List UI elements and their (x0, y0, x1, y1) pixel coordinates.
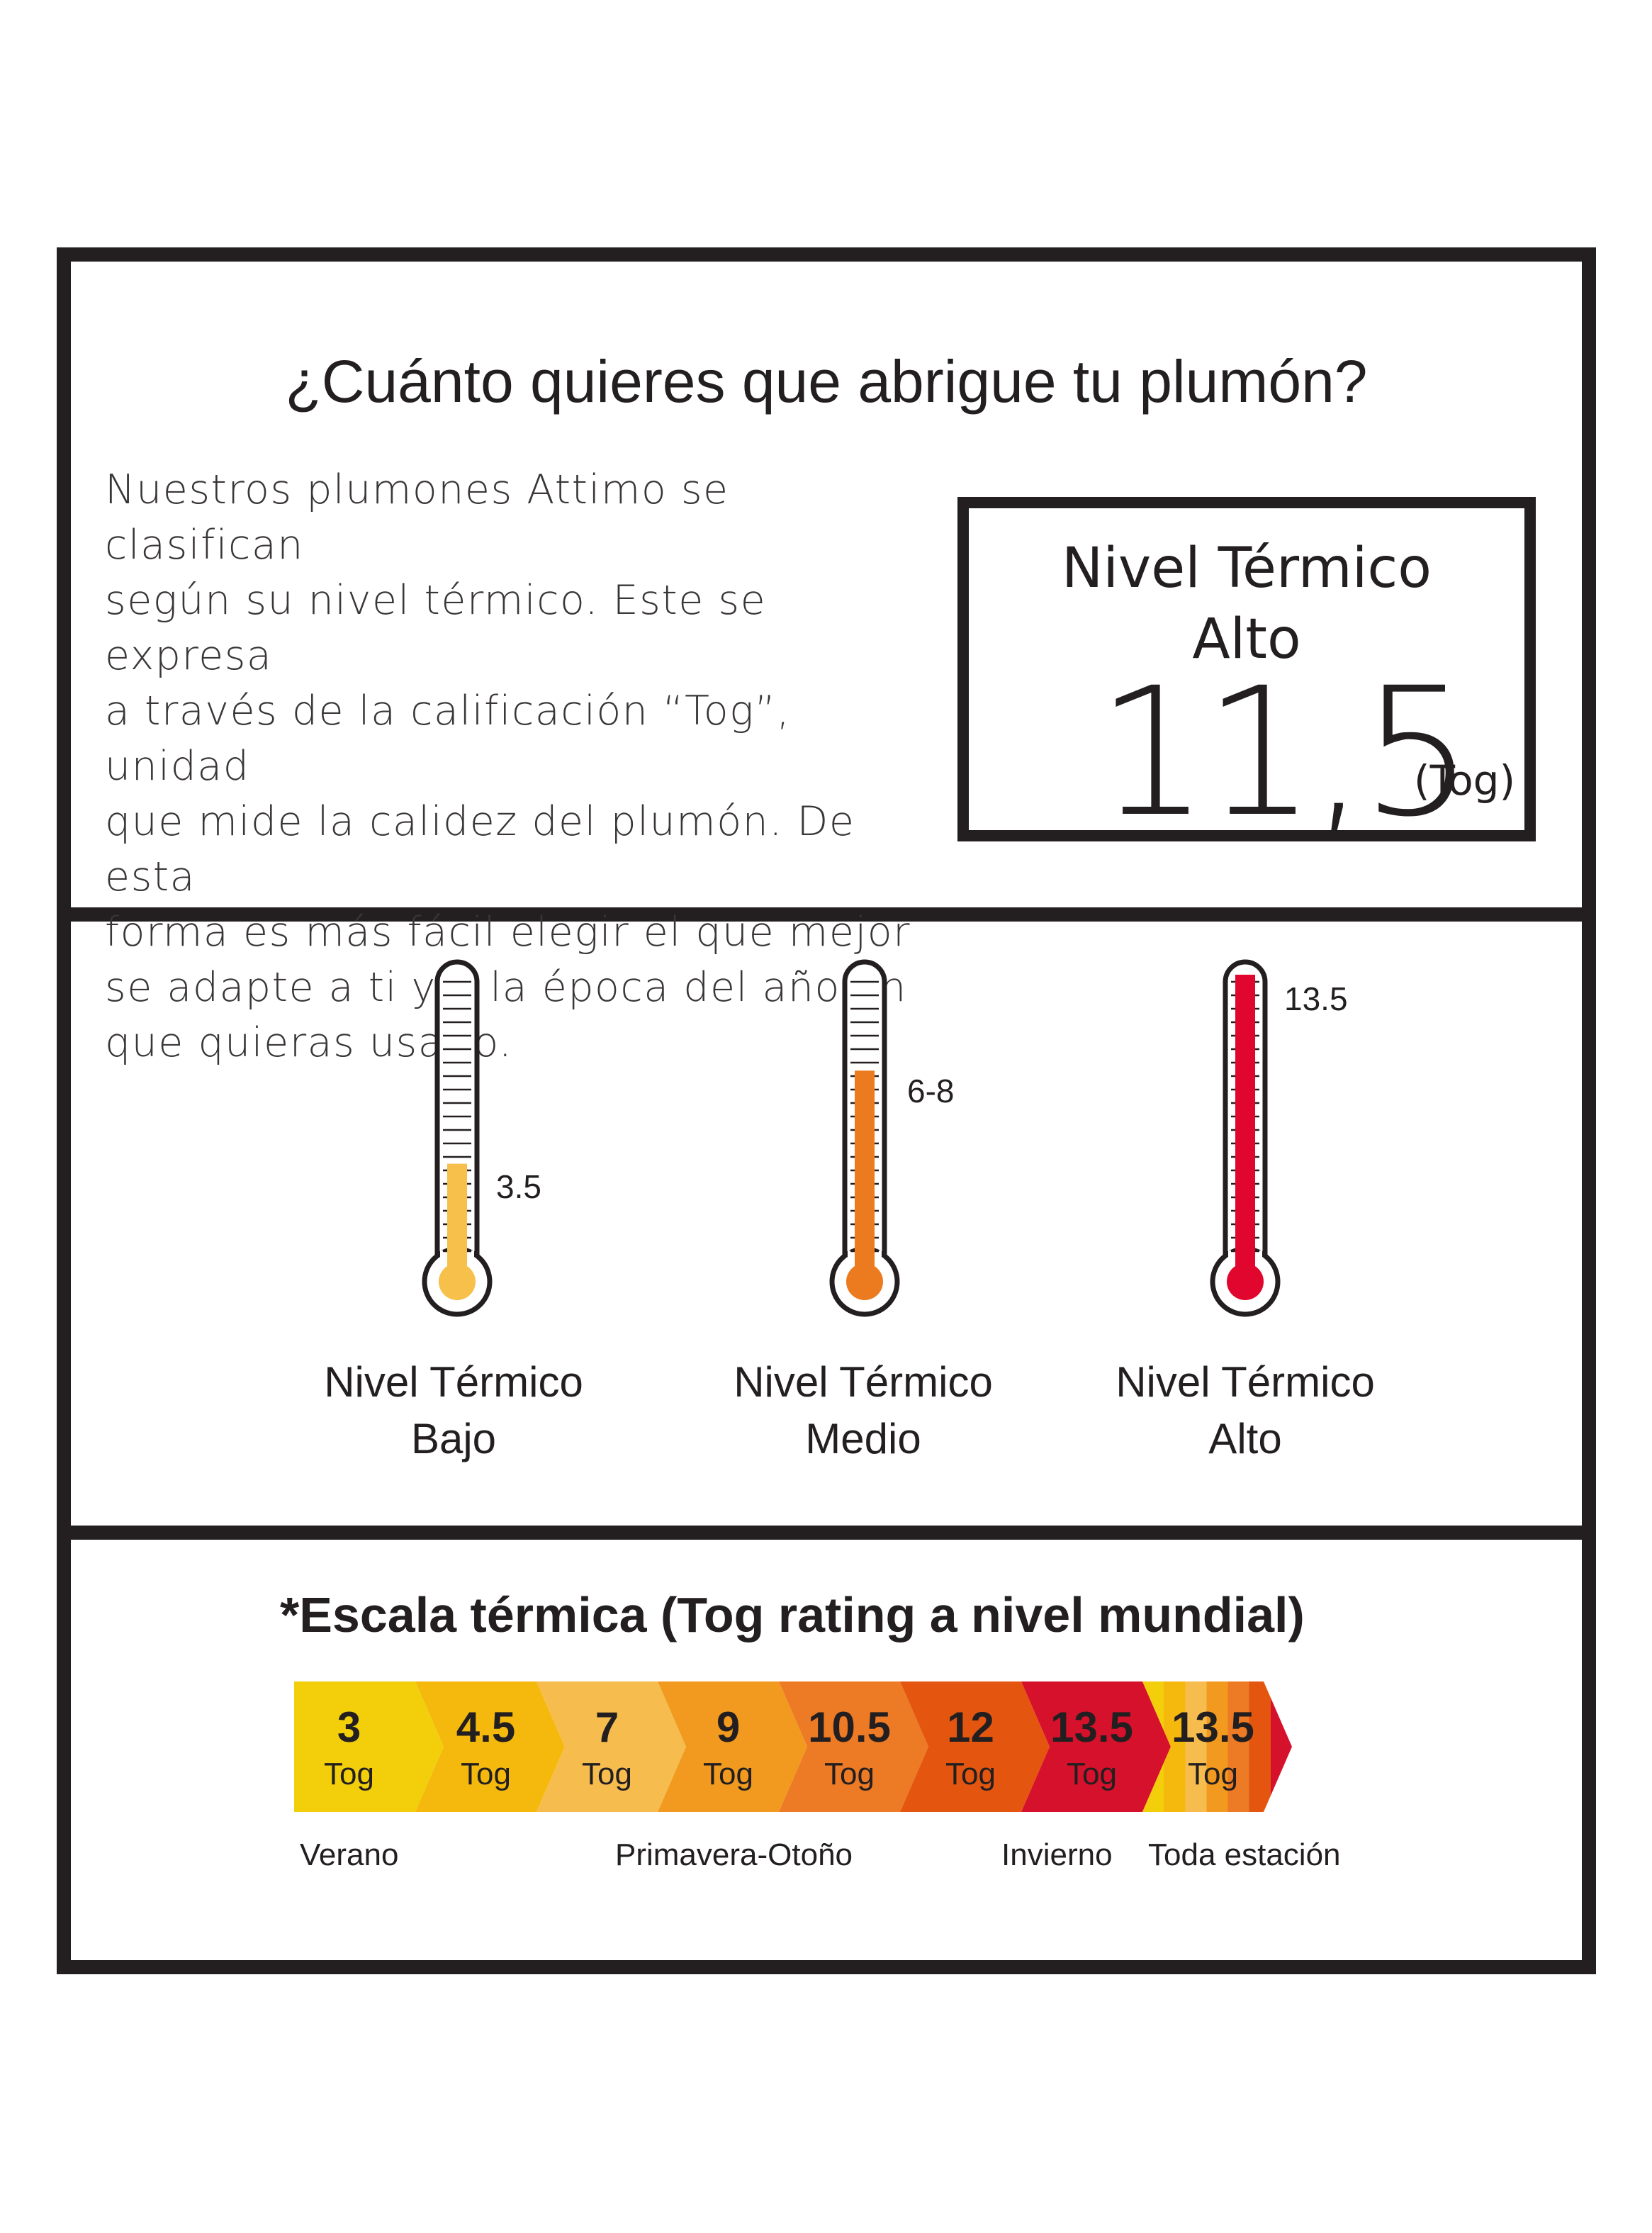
thermal-rating-box: Nivel Térmico Alto 11,5 (Tog) (957, 497, 1536, 845)
thermometer-medium-icon (829, 959, 900, 1317)
section-divider (57, 907, 1596, 922)
intro-line: que mide la calidez del plumón. De esta (105, 798, 855, 900)
season-label: Toda estación (1148, 1837, 1341, 1872)
thermometer-bulb-fill (1227, 1263, 1264, 1300)
page-title: ¿Cuánto quieres que abrigue tu plumón? (285, 348, 1368, 415)
outer-frame (57, 247, 1596, 1974)
label-line: Bajo (410, 1415, 497, 1462)
intro-paragraph: Nuestros plumones Attimo se clasifican s… (105, 462, 941, 1070)
rating-value: 11,5 (1096, 649, 1474, 856)
thermometer-fill (855, 1070, 875, 1282)
intro-line: Nuestros plumones Attimo se clasifican (105, 466, 729, 569)
label-line: Nivel Térmico (324, 1358, 583, 1406)
thermometer-low-icon (422, 959, 493, 1317)
rating-level: Alto (1192, 608, 1301, 671)
section-divider (57, 1526, 1596, 1540)
thermometer-high-value: 13.5 (1284, 980, 1348, 1017)
thermometer-low-label: Nivel Térmico Bajo (276, 1354, 631, 1467)
thermometer-medium-label: Nivel Térmico Medio (686, 1354, 1040, 1467)
thermometer-low-value: 3.5 (496, 1168, 541, 1205)
thermometer-medium-value: 6-8 (907, 1073, 955, 1109)
rating-unit: (Tog) (1414, 756, 1516, 805)
label-line: Medio (805, 1415, 921, 1462)
thermometer-bulb-fill (439, 1263, 476, 1300)
thermometer-fill (1235, 974, 1255, 1282)
label-line: Nivel Térmico (734, 1358, 993, 1406)
thermometer-high-icon (1210, 959, 1281, 1317)
intro-line: según su nivel térmico. Este se expresa (105, 577, 767, 679)
intro-line: forma es más fácil elegir el que mejor (105, 909, 911, 956)
season-label: Primavera-Otoño (615, 1837, 853, 1872)
rating-title: Nivel Térmico (1062, 537, 1432, 600)
intro-line: se adapte a ti y a la época del año en (105, 964, 907, 1011)
thermometer-fill (447, 1163, 467, 1282)
season-label: Invierno (1001, 1837, 1113, 1872)
thermometer-high-label: Nivel Térmico Alto (1068, 1354, 1422, 1467)
scale-title: *Escala térmica (Tog rating a nivel mund… (280, 1587, 1305, 1642)
season-label: Verano (300, 1837, 399, 1872)
label-line: Alto (1208, 1415, 1282, 1462)
intro-line: a través de la calificación “Tog”, unida… (105, 688, 791, 790)
label-line: Nivel Térmico (1116, 1358, 1375, 1406)
thermometer-bulb-fill (846, 1263, 883, 1300)
